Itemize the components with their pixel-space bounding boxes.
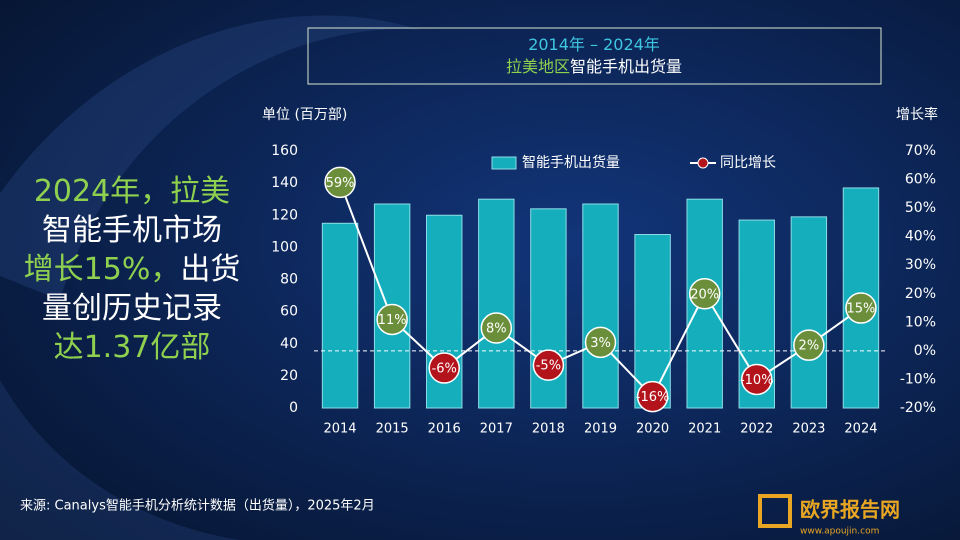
x-tick-label: 2020 [636,422,669,437]
bar [478,198,515,409]
x-tick-label: 2018 [532,422,565,437]
growth-point [845,292,877,324]
legend-label: 智能手机出货量 [522,154,620,171]
legend-swatch [697,157,709,169]
y2-tick-label: -20% [900,400,936,416]
y-tick-label: 100 [271,239,298,255]
bar [790,216,828,409]
y-tick-label: 20 [280,368,298,384]
decor-swoosh [0,380,360,540]
growth-label: 20% [690,287,719,302]
title-line-1: 2014年 – 2024年 [528,35,660,54]
growth-label: 3% [590,336,611,351]
title-part: 拉美地区 [506,57,570,76]
growth-point [688,278,721,310]
y2-tick-label: 20% [905,286,936,302]
x-tick-label: 2014 [323,422,356,437]
growth-label: -16% [636,390,670,405]
headline-part: 量创历史记录 [42,291,222,326]
growth-label: 15% [847,302,876,317]
decor-swoosh [0,15,420,300]
growth-point [584,326,617,359]
x-tick-label: 2024 [844,422,877,437]
x-tick-label: 2019 [584,422,617,437]
bar [634,234,671,409]
x-tick-label: 2016 [428,422,461,437]
headline-line: 达1.37亿部 [54,330,211,365]
x-tick-label: 2023 [792,422,825,437]
website: www.apoujin.com [800,527,879,537]
bar [321,222,359,409]
growth-point [428,352,460,384]
x-tick-label: 2015 [376,422,409,437]
headline-line: 增长15%，出货 [24,252,241,287]
y2-tick-label: 50% [905,200,936,216]
title-box [307,27,882,85]
y2-tick-label: 70% [905,143,936,159]
logo-icon [758,494,792,528]
headline-line: 2024年，拉美 [34,174,230,209]
title-part: 智能手机出货量 [570,57,682,76]
y-tick-label: 40 [280,336,298,352]
growth-label: 8% [486,322,507,337]
y2-tick-label: 60% [905,172,936,188]
y2-tick-label: 0% [914,343,936,359]
growth-label: -6% [432,362,457,377]
y2-tick-label: 40% [905,229,936,245]
y-tick-label: 160 [271,143,298,159]
growth-point [741,363,773,396]
y2-axis-label: 增长率 [896,106,938,123]
title-line-2: 拉美地区智能手机出货量 [506,57,682,76]
growth-point [324,166,356,199]
growth-point [636,380,669,413]
y2-tick-label: 10% [905,314,936,330]
headline-part: 达1.37亿部 [54,330,211,365]
growth-point [376,303,408,336]
y2-tick-label: -10% [900,371,936,387]
growth-point [532,349,565,381]
title-part: 2014年 – 2024年 [528,35,660,54]
source: 来源: Canalys智能手机分析统计数据（出货量），2025年2月 [20,498,375,514]
x-tick-label: 2017 [480,422,513,437]
headline-part: 智能手机市场 [42,213,222,248]
growth-point [793,329,825,361]
growth-label: -10% [740,373,774,388]
growth-point [480,312,513,344]
x-tick-label: 2021 [688,422,721,437]
y-tick-label: 80 [280,272,298,288]
x-tick-label: 2022 [740,422,773,437]
headline-part: 出货 [180,252,240,287]
headline-line: 量创历史记录 [42,291,222,326]
y-tick-label: 120 [271,207,298,223]
y-tick-label: 60 [280,304,298,320]
y-tick-label: 0 [289,400,298,416]
y2-tick-label: 30% [905,257,936,273]
growth-label: 59% [326,176,355,191]
logo: 欧界报告网 [800,498,900,522]
growth-label: -5% [536,359,561,374]
y-axis-label: 单位 (百万部) [262,107,347,123]
growth-label: 11% [378,313,407,328]
headline-part: 增长15%， [24,252,181,287]
headline-part: 2024年，拉美 [34,174,230,209]
bar [582,203,619,409]
legend-swatch [491,156,517,170]
y-tick-label: 140 [271,175,298,191]
growth-label: 2% [799,339,820,354]
legend-label: 同比增长 [720,155,776,171]
headline-line: 智能手机市场 [42,213,222,248]
